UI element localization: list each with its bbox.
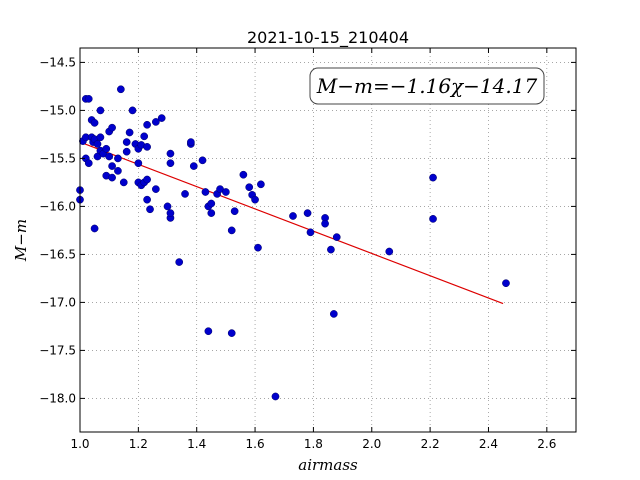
data-point: [271, 392, 280, 401]
data-point: [143, 120, 151, 129]
x-tick-label: 1.0: [70, 437, 89, 451]
data-point: [201, 188, 210, 196]
data-point: [143, 143, 151, 151]
annotation-box: [309, 67, 545, 105]
y-tick-label: −14.5: [39, 55, 76, 69]
data-point: [108, 173, 116, 182]
data-point: [114, 167, 122, 175]
data-point: [125, 128, 134, 137]
data-point: [222, 188, 230, 196]
y-tick-label: −17.0: [39, 295, 76, 309]
data-point: [96, 106, 105, 115]
axis-ticks: 1.0 1.2 1.4 1.6 1.8 2.0 2.2 2.4 2.6 −14.5 −15.0 −15…: [39, 48, 576, 451]
data-point: [84, 159, 93, 168]
x-tick-label: 1.2: [129, 437, 148, 451]
x-tick-label: 2.2: [421, 437, 440, 451]
data-point: [181, 190, 189, 198]
plot-frame: [79, 47, 577, 433]
data-point: [102, 144, 111, 153]
data-point: [429, 215, 437, 223]
data-point: [143, 175, 151, 184]
grid: [79, 48, 576, 432]
data-point: [143, 195, 151, 204]
data-point: [198, 156, 207, 165]
data-point: [166, 149, 175, 158]
data-point: [157, 114, 166, 122]
data-point: [230, 207, 239, 216]
data-point: [303, 209, 312, 217]
x-tick-label: 2.0: [362, 437, 381, 451]
data-points: [76, 85, 510, 401]
data-point: [90, 119, 99, 127]
data-point: [134, 159, 143, 168]
y-tick-label: −15.0: [39, 103, 76, 117]
data-point: [152, 118, 160, 126]
data-point: [189, 162, 198, 170]
data-point: [128, 106, 137, 115]
data-point: [96, 133, 105, 142]
y-tick-label: −17.5: [39, 343, 76, 357]
data-point: [327, 245, 335, 254]
data-point: [84, 95, 93, 103]
data-point: [152, 185, 160, 193]
data-point: [204, 327, 213, 336]
data-point: [306, 228, 315, 237]
fit-annotation: M−m=−1.16χ−14.17: [309, 67, 545, 105]
data-point: [385, 247, 394, 256]
data-point: [239, 170, 248, 179]
data-point: [207, 209, 216, 217]
data-point: [122, 138, 131, 146]
x-tick-label: 1.6: [246, 437, 265, 451]
chart-title: 2021-10-15_210404: [247, 28, 409, 48]
data-point: [108, 162, 116, 170]
fit-equation: M−m=−1.16χ−14.17: [316, 74, 538, 98]
data-point: [332, 233, 341, 241]
data-point: [429, 173, 437, 182]
data-point: [163, 202, 172, 211]
fit-line-group: [79, 141, 504, 305]
data-point: [166, 159, 175, 168]
data-point: [227, 226, 236, 235]
data-point: [251, 195, 259, 204]
data-point: [122, 147, 131, 156]
data-point: [146, 205, 154, 214]
data-point: [90, 224, 99, 233]
data-point: [116, 85, 125, 94]
data-point: [105, 152, 114, 161]
data-point: [108, 123, 116, 132]
x-axis-label: airmass: [298, 456, 358, 474]
fit-line: [79, 141, 504, 305]
data-point: [329, 310, 338, 318]
data-point: [245, 183, 254, 192]
data-point: [321, 219, 329, 228]
x-tick-label: 1.8: [304, 437, 323, 451]
data-point: [114, 154, 122, 163]
y-tick-label: −18.0: [39, 391, 76, 405]
y-tick-label: −16.0: [39, 199, 76, 213]
data-point: [119, 178, 128, 187]
data-point: [175, 258, 184, 266]
data-point: [257, 180, 265, 189]
data-point: [140, 132, 149, 141]
x-tick-label: 2.6: [537, 437, 556, 451]
data-point: [227, 329, 236, 337]
y-axis-label: M−m: [12, 219, 30, 262]
x-tick-label: 1.4: [187, 437, 206, 451]
x-tick-label: 2.4: [479, 437, 498, 451]
data-point: [187, 138, 195, 146]
data-point: [289, 212, 297, 220]
data-point: [502, 279, 510, 288]
y-tick-label: −15.5: [39, 151, 76, 165]
data-point: [254, 243, 262, 252]
y-tick-label: −16.5: [39, 247, 76, 261]
data-point: [93, 140, 102, 148]
data-point: [166, 209, 175, 217]
data-point: [207, 199, 216, 208]
